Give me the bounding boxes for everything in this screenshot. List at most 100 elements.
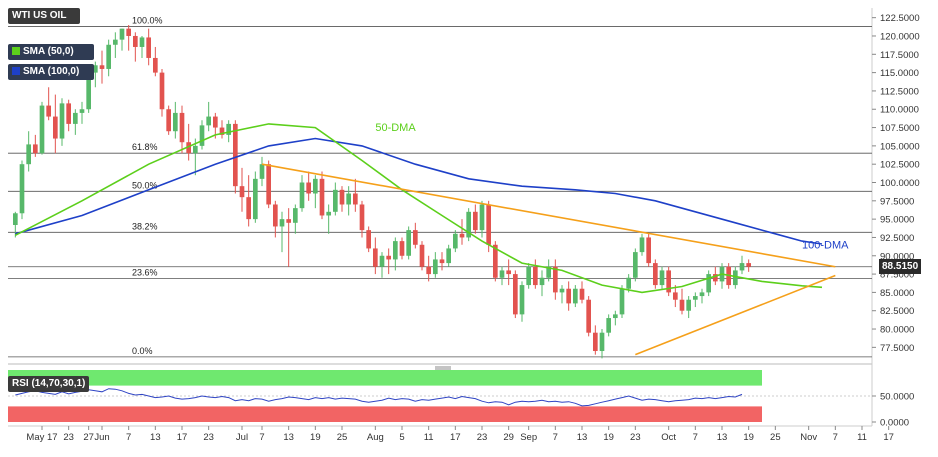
candle bbox=[499, 266, 505, 286]
sma50-annotation: 50-DMA bbox=[375, 122, 416, 134]
candle bbox=[439, 252, 445, 271]
price-tick-label: 80.0000 bbox=[880, 325, 914, 336]
candle-body bbox=[126, 28, 131, 36]
candle-body bbox=[546, 266, 551, 278]
candle bbox=[106, 39, 111, 77]
candle-body bbox=[539, 277, 545, 286]
candle-body bbox=[573, 288, 578, 304]
candle bbox=[133, 32, 138, 62]
time-tick-label: 13 bbox=[717, 432, 728, 443]
candle-body bbox=[286, 219, 291, 223]
candle bbox=[653, 259, 658, 289]
candle bbox=[406, 226, 411, 260]
sma50-swatch bbox=[12, 47, 20, 56]
candle bbox=[579, 281, 585, 304]
current-price-badge: 88.5150 bbox=[879, 258, 922, 274]
candle-body bbox=[359, 204, 365, 231]
candle bbox=[659, 266, 665, 289]
candle bbox=[313, 175, 318, 209]
sma50-line bbox=[14, 123, 823, 294]
candle-body bbox=[86, 72, 91, 110]
candle bbox=[353, 178, 358, 212]
candle-body bbox=[339, 189, 345, 205]
candle-body bbox=[506, 270, 511, 275]
time-tick-label: Oct bbox=[661, 432, 676, 443]
rsi-overbought-zone bbox=[8, 370, 762, 386]
price-tick-label: 77.5000 bbox=[880, 343, 914, 354]
candle bbox=[46, 87, 51, 121]
time-tick-label: 7 bbox=[259, 432, 264, 443]
rsi-legend[interactable]: RSI (14,70,30,1) bbox=[8, 376, 90, 392]
candle-body bbox=[519, 285, 525, 315]
candle-body bbox=[133, 35, 138, 47]
candle-body bbox=[379, 255, 385, 267]
candle bbox=[639, 233, 645, 256]
candle bbox=[386, 248, 391, 275]
candle bbox=[459, 219, 465, 245]
candle-body bbox=[399, 241, 405, 256]
candle bbox=[393, 237, 398, 271]
candle bbox=[333, 182, 338, 216]
time-tick-label: 7 bbox=[833, 432, 838, 443]
candle bbox=[486, 200, 491, 253]
time-tick-label: 13 bbox=[283, 432, 294, 443]
sma100-legend[interactable]: SMA (100,0) bbox=[8, 64, 94, 80]
candle-body bbox=[693, 296, 698, 300]
candle-body bbox=[159, 72, 165, 110]
time-tick-label: 23 bbox=[630, 432, 641, 443]
rsi-tick-label: 0.0000 bbox=[880, 418, 909, 429]
candle-body bbox=[266, 164, 271, 205]
candle bbox=[479, 200, 485, 238]
time-tick-label: May 17 bbox=[26, 432, 57, 443]
candle bbox=[686, 296, 691, 319]
candle-body bbox=[179, 112, 185, 143]
candle bbox=[593, 325, 598, 355]
fib-label: 38.2% bbox=[132, 221, 158, 231]
candle-body bbox=[333, 189, 338, 212]
candle bbox=[533, 259, 538, 289]
candle-body bbox=[66, 103, 71, 124]
rsi-tick-label: 50.0000 bbox=[880, 392, 914, 403]
candle-body bbox=[419, 244, 425, 267]
candle bbox=[279, 211, 285, 253]
fib-label: 50.0% bbox=[132, 180, 158, 190]
sma50-legend[interactable]: SMA (50,0) bbox=[8, 44, 94, 60]
candle-body bbox=[586, 299, 591, 333]
sma100-line bbox=[15, 137, 823, 245]
candle bbox=[539, 270, 545, 297]
candle-body bbox=[206, 116, 211, 126]
instrument-label[interactable]: WTI US OIL bbox=[8, 8, 80, 24]
time-tick-label: 11 bbox=[424, 432, 434, 443]
candle bbox=[93, 61, 98, 88]
candle-body bbox=[626, 277, 631, 289]
time-tick-label: 19 bbox=[310, 432, 321, 443]
candle-body bbox=[199, 125, 205, 146]
price-tick-label: 97.5000 bbox=[880, 196, 914, 207]
candle-body bbox=[239, 186, 245, 198]
candle-body bbox=[366, 230, 371, 249]
candle-body bbox=[439, 259, 445, 264]
candle bbox=[546, 259, 551, 282]
candle bbox=[219, 120, 225, 139]
candle bbox=[633, 248, 638, 282]
candle-body bbox=[513, 274, 518, 315]
candle-body bbox=[186, 142, 191, 154]
rsi-line bbox=[15, 388, 743, 407]
candle bbox=[226, 120, 231, 143]
candle-body bbox=[486, 204, 491, 245]
candle-body bbox=[219, 127, 225, 135]
candle bbox=[173, 101, 178, 139]
candle bbox=[699, 288, 705, 304]
candle-body bbox=[679, 299, 685, 311]
time-tick-label: 25 bbox=[770, 432, 781, 443]
candle bbox=[679, 288, 685, 315]
candle bbox=[146, 28, 151, 66]
candle-body bbox=[453, 233, 458, 249]
candle bbox=[706, 270, 711, 297]
candle-body bbox=[13, 213, 18, 225]
time-tick-label: 23 bbox=[203, 432, 214, 443]
candle bbox=[319, 171, 325, 220]
candle bbox=[266, 160, 271, 209]
candle-body bbox=[146, 37, 151, 58]
candle bbox=[26, 131, 31, 172]
